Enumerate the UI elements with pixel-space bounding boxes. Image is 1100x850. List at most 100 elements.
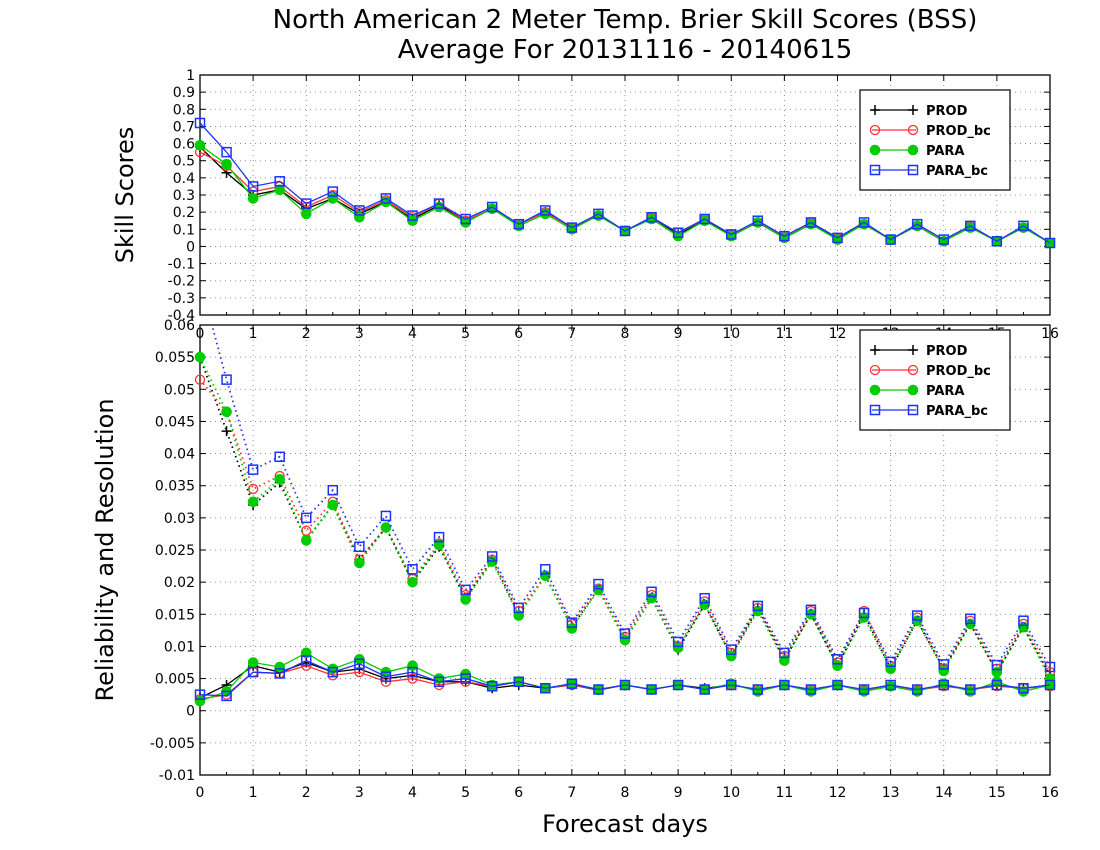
bot-res-marker-para-bc <box>752 600 764 612</box>
bot-rel-marker-para <box>858 686 870 697</box>
top-marker-para-bc <box>460 213 471 225</box>
bot-res-marker-para-bc <box>460 584 471 596</box>
bot-res-marker-para-bc <box>938 659 949 670</box>
x-axis-label: Forecast days <box>542 810 708 838</box>
bot-res-marker-para-bc <box>327 484 339 496</box>
bot-res-marker-para-bc <box>301 512 312 524</box>
bot-res-marker-prod-bc <box>194 374 206 385</box>
bot-legend-label: PARA <box>926 384 964 399</box>
bot-res-marker-para-bc <box>540 564 551 575</box>
bot-res-marker-para-bc <box>513 602 524 614</box>
bot-x-tick-label: 14 <box>935 785 953 801</box>
top-legend-marker-prod <box>908 105 918 115</box>
top-marker-para-bc <box>593 208 604 220</box>
bot-x-tick-label: 9 <box>674 785 683 801</box>
bot-rel-marker-para-bc <box>301 655 312 666</box>
bot-rel-marker-para-bc <box>593 684 604 695</box>
bot-res-marker-para-bc <box>779 647 790 659</box>
top-legend-marker-prod <box>870 105 880 115</box>
top-legend-marker-para-bc <box>907 164 919 176</box>
bot-res-marker-para <box>779 655 790 666</box>
bot-rel-marker-para-bc <box>858 684 870 695</box>
chart-title: North American 2 Meter Temp. Brier Skill… <box>273 5 978 35</box>
top-x-tick-label: 9 <box>674 326 683 342</box>
top-legend-marker-para <box>869 144 881 156</box>
top-y-tick-label: -0.1 <box>168 257 195 273</box>
bot-rel-marker-para <box>805 686 817 697</box>
top-marker-para-bc <box>619 225 631 237</box>
bot-res-marker-para <box>433 539 445 551</box>
top-x-tick-label: 8 <box>621 326 630 342</box>
bot-x-tick-label: 11 <box>775 785 793 801</box>
top-legend-entry-para: PARA <box>869 144 964 159</box>
top-y-tick-label: -0.3 <box>168 291 195 307</box>
bot-rel-marker-para-bc <box>726 679 737 691</box>
top-line-para-bc <box>199 122 1051 244</box>
bot-x-tick-label: 8 <box>621 785 630 801</box>
bot-rel-marker-para-bc <box>779 679 790 691</box>
bot-res-marker-para-bc <box>274 451 285 463</box>
top-marker-para-bc <box>247 181 259 192</box>
top-y-tick-label: 0.7 <box>173 119 195 135</box>
bot-rel-marker-para-bc <box>672 679 684 691</box>
top-marker-para-bc <box>726 229 737 240</box>
bot-res-marker-para <box>991 666 1003 678</box>
top-x-tick-label: 11 <box>775 326 793 342</box>
top-y-tick-label: 0.8 <box>173 102 195 118</box>
top-marker-para-bc <box>911 218 923 230</box>
top-x-tick-label: 1 <box>249 326 258 342</box>
top-series-para-bc <box>194 117 1056 249</box>
bot-res-marker-para <box>247 496 259 508</box>
top-legend-label: PARA_bc <box>926 164 988 179</box>
top-x-tick-label: 6 <box>514 326 523 342</box>
bot-rel-marker-para-bc <box>991 679 1003 691</box>
bot-rel-marker-para <box>752 686 764 697</box>
top-legend-entry-para-bc: PARA_bc <box>869 164 988 179</box>
top-legend-entry-prod: PROD <box>870 104 968 119</box>
top-y-tick-label: 0.1 <box>173 222 195 238</box>
bot-res-marker-para <box>194 351 206 363</box>
bot-rel-marker-para-bc <box>1044 679 1056 691</box>
chart-subtitle: Average For 20131116 - 20140615 <box>398 35 853 65</box>
bot-res-marker-para-bc <box>885 656 896 668</box>
bot-res-marker-para-bc <box>991 659 1003 671</box>
top-marker-para-bc <box>486 201 498 213</box>
bot-rel-marker-para-bc <box>566 678 578 689</box>
top-legend-label: PROD_bc <box>926 124 991 139</box>
bot-y-tick-label: 0.055 <box>155 350 195 366</box>
top-legend-marker-prod-bc <box>907 124 919 136</box>
top-panel: -0.4-0.3-0.2-0.100.10.20.30.40.50.60.70.… <box>111 68 1059 342</box>
top-marker-para <box>247 193 259 204</box>
top-y-tick-label: 0.6 <box>173 137 195 153</box>
top-x-tick-label: 12 <box>829 326 847 342</box>
bot-res-marker-para-bc <box>407 564 418 575</box>
bot-rel-marker-para <box>274 661 285 673</box>
top-marker-para-bc <box>407 210 418 221</box>
bot-res-marker-para-bc <box>832 654 843 665</box>
bot-rel-marker-para <box>965 686 976 697</box>
top-marker-para-bc <box>327 186 339 197</box>
bot-rel-marker-para-bc <box>699 684 710 695</box>
top-marker-para-bc <box>858 217 870 228</box>
bot-rel-marker-para-bc <box>486 681 498 692</box>
bot-rel-marker-para-bc <box>433 676 445 688</box>
top-y-tick-label: 0.9 <box>173 85 195 101</box>
bot-res-marker-para-bc <box>380 510 392 522</box>
top-marker-para-bc <box>380 193 392 204</box>
bot-rel-marker-para-bc <box>354 658 365 670</box>
top-marker-para-bc <box>779 230 790 242</box>
bot-res-marker-para <box>300 535 312 546</box>
bot-rel-marker-para-bc <box>247 666 259 678</box>
bot-legend-entry-prod: PROD <box>870 344 968 359</box>
top-legend-label: PROD <box>926 104 968 119</box>
bot-x-tick-label: 5 <box>461 785 470 801</box>
top-marker-para-bc <box>513 218 524 230</box>
bot-y-tick-label: 0.045 <box>155 414 195 430</box>
bot-y-tick-label: 0.01 <box>164 639 195 655</box>
top-marker-para-bc <box>805 217 817 228</box>
bot-legend-label: PROD_bc <box>926 364 991 379</box>
top-marker-para-bc <box>672 227 684 238</box>
bot-rel-series-para <box>194 647 1056 707</box>
bot-rel-marker-prod-bc <box>407 673 418 684</box>
bot-rel-marker-para-bc <box>619 679 631 691</box>
